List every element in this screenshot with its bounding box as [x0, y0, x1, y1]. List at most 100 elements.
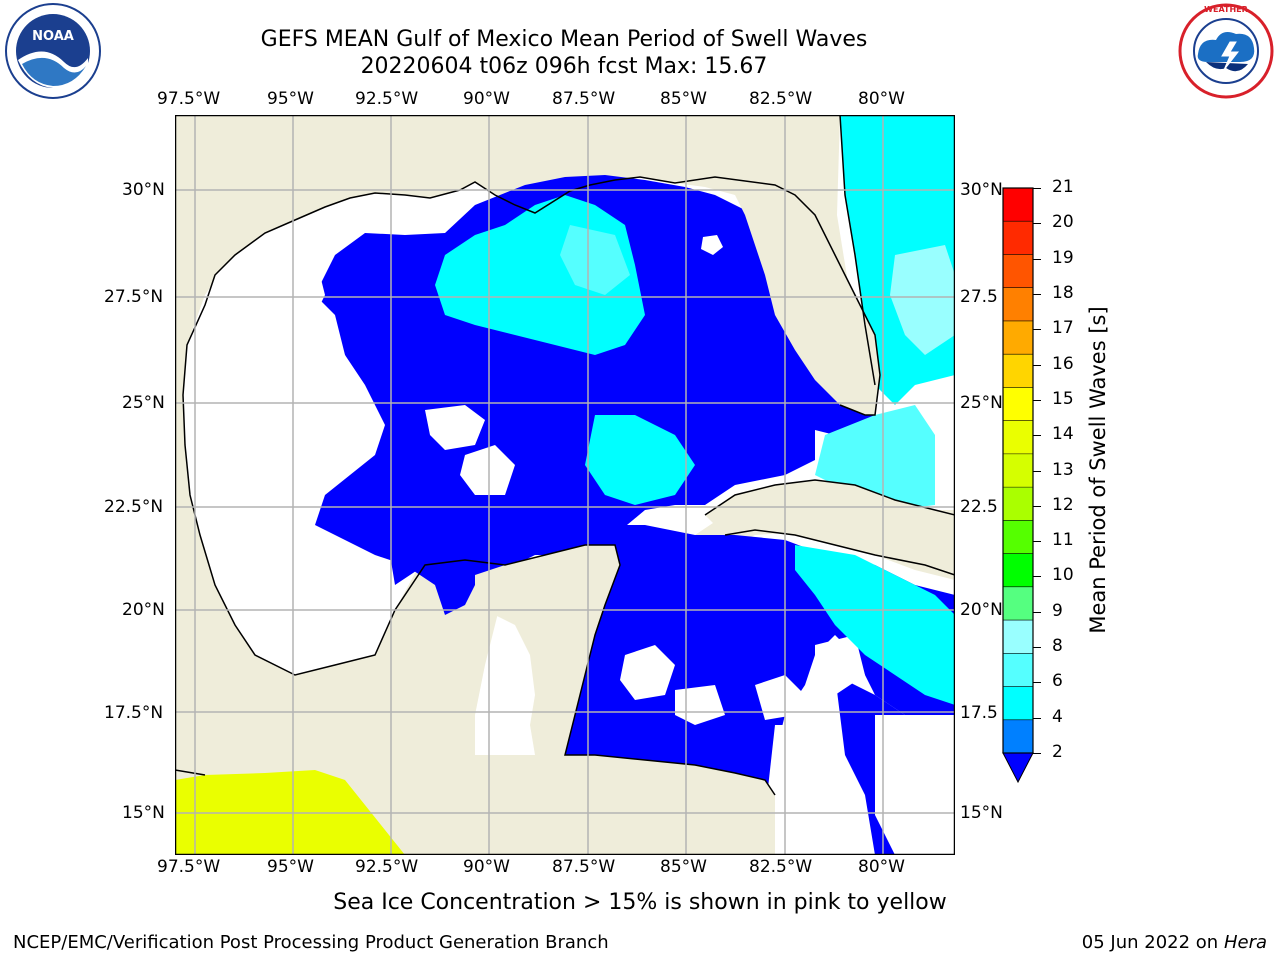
- nws-logo: WEATHER: [1176, 2, 1276, 100]
- colorbar-segment: [1003, 686, 1033, 721]
- map-frame: [175, 115, 955, 855]
- lat-tick: 22.5°N: [104, 497, 164, 517]
- graticule: [175, 115, 954, 854]
- lon-tick: 97.5°W: [157, 89, 221, 109]
- colorbar-segment: [1003, 320, 1033, 355]
- lat-tick: 27.5°N: [104, 287, 164, 307]
- colorbar-segment: [1003, 653, 1033, 688]
- colorbar-tick: 13: [1052, 459, 1074, 480]
- colorbar-label: Mean Period of Swell Waves [s]: [1086, 306, 1110, 634]
- sea-ice-area: [175, 770, 405, 854]
- lon-tick: 80°W: [858, 857, 905, 877]
- colorbar-tick: 10: [1052, 565, 1074, 586]
- lat-tick: 22.5: [960, 497, 998, 517]
- colorbar-tick: 8: [1052, 636, 1063, 657]
- colorbar-tick: 14: [1052, 424, 1074, 445]
- lon-tick: 85°W: [660, 89, 707, 109]
- map-subtitle: 20220604 t06z 096h fcst Max: 15.67: [360, 54, 768, 79]
- lon-tick: 85°W: [660, 857, 707, 877]
- colorbar-tick-mark: [1033, 435, 1041, 437]
- swell-cyan-caribbean: [795, 545, 954, 705]
- colorbar-tick-mark: [1033, 258, 1041, 260]
- map-title: GEFS MEAN Gulf of Mexico Mean Period of …: [260, 27, 868, 52]
- lat-tick: 27.5: [960, 287, 998, 307]
- lon-tick: 92.5°W: [355, 857, 419, 877]
- colorbar-tick-mark: [1033, 647, 1041, 649]
- lon-tick: 97.5°W: [157, 857, 221, 877]
- lat-tick: 17.5°N: [104, 703, 164, 723]
- colorbar-segment: [1003, 719, 1033, 754]
- colorbar-tick-mark: [1033, 399, 1041, 401]
- colorbar-tick-mark: [1033, 717, 1041, 719]
- cuba-land: [705, 480, 954, 575]
- colorbar-tick: 21: [1052, 177, 1074, 197]
- svg-text:WEATHER: WEATHER: [1204, 5, 1248, 14]
- colorbar-tick-mark: [1033, 329, 1041, 331]
- lat-tick: 30°N: [122, 180, 165, 200]
- colorbar-segment: [1003, 188, 1033, 222]
- lon-tick: 90°W: [463, 857, 510, 877]
- colorbar-tick-mark: [1033, 753, 1041, 754]
- colorbar-tick-mark: [1033, 505, 1041, 507]
- lat-tick: 25°N: [960, 393, 1003, 413]
- colorbar-tick: 19: [1052, 247, 1074, 268]
- colorbar-segment: [1003, 487, 1033, 521]
- credit-text: NCEP/EMC/Verification Post Processing Pr…: [13, 932, 609, 953]
- lon-tick: 95°W: [267, 89, 314, 109]
- colorbar-segment: [1003, 520, 1033, 555]
- lat-tick: 17.5: [960, 703, 998, 723]
- colorbar-segment: [1003, 221, 1033, 255]
- lon-tick: 80°W: [858, 89, 905, 109]
- colorbar-tick: 6: [1052, 671, 1063, 692]
- noaa-logo-text: NOAA: [32, 29, 74, 44]
- colorbar-segment: [1003, 553, 1033, 588]
- lon-tick: 82.5°W: [749, 89, 813, 109]
- colorbar-segment: [1003, 620, 1033, 654]
- colorbar-tick-mark: [1033, 364, 1041, 366]
- colorbar-tick: 9: [1052, 600, 1063, 621]
- colorbar-segment: [1003, 254, 1033, 289]
- host-label: Hera: [1223, 932, 1267, 953]
- colorbar-tick-mark: [1033, 611, 1041, 613]
- colorbar-tick-mark: [1033, 576, 1041, 578]
- noaa-logo: NOAA: [4, 2, 102, 100]
- colorbar-tick: 15: [1052, 388, 1074, 409]
- colorbar-tick: 18: [1052, 282, 1074, 303]
- colorbar: [1002, 187, 1034, 784]
- colorbar-tick-mark: [1033, 541, 1041, 543]
- swell-cyan-center: [585, 415, 695, 505]
- colorbar-segment: [1003, 387, 1033, 422]
- lat-tick: 15°N: [960, 803, 1003, 823]
- colorbar-tick: 12: [1052, 494, 1074, 515]
- lon-tick: 87.5°W: [552, 857, 616, 877]
- lat-tick: 20°N: [122, 600, 165, 620]
- colorbar-tick: 4: [1052, 706, 1063, 727]
- lon-tick: 82.5°W: [749, 857, 813, 877]
- colorbar-segment: [1003, 453, 1033, 488]
- gulf-map: [175, 115, 955, 855]
- colorbar-tick: 11: [1052, 530, 1074, 551]
- colorbar-tick-mark: [1033, 682, 1041, 684]
- colorbar-segment: [1003, 586, 1033, 621]
- colorbar-tick: 16: [1052, 353, 1074, 374]
- colorbar-tick-mark: [1033, 293, 1041, 295]
- lat-tick: 20°N: [960, 600, 1003, 620]
- colorbar-tick-mark: [1033, 470, 1041, 472]
- colorbar-tick-mark: [1033, 188, 1041, 189]
- colorbar-tick: 17: [1052, 318, 1074, 339]
- lon-tick: 95°W: [267, 857, 314, 877]
- date-text: 05 Jun 2022 on Hera: [1082, 932, 1267, 953]
- colorbar-segment: [1003, 287, 1033, 322]
- colorbar-segment: [1003, 354, 1033, 388]
- coastlines: [175, 115, 954, 796]
- lat-tick: 30°N: [960, 180, 1003, 200]
- lon-tick: 92.5°W: [355, 89, 419, 109]
- yucatan-land: [475, 545, 620, 765]
- swell-blue-bay: [375, 475, 465, 585]
- colorbar-tick-mark: [1033, 223, 1041, 225]
- central-america-land: [555, 755, 775, 854]
- lat-tick: 25°N: [122, 393, 165, 413]
- colorbar-tick: 2: [1052, 742, 1063, 762]
- sea-ice-note: Sea Ice Concentration > 15% is shown in …: [333, 890, 947, 915]
- date-label: 05 Jun 2022 on: [1081, 932, 1219, 953]
